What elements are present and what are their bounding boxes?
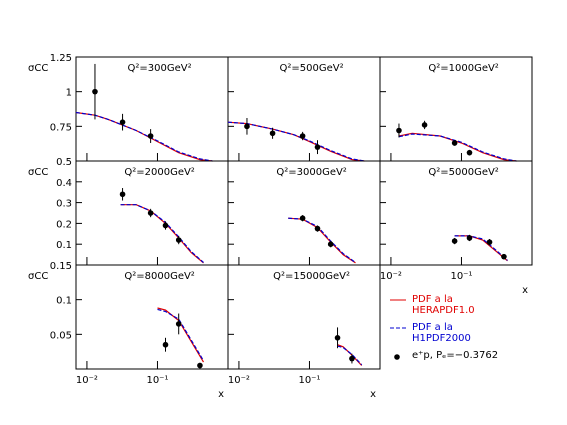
panel-frame — [379, 160, 533, 266]
panel-title: Q²=8000GeV² — [124, 271, 194, 282]
y-tick-label: 0.4 — [56, 178, 72, 189]
data-point — [486, 239, 493, 245]
data-point — [314, 225, 321, 232]
legend-marker — [394, 354, 400, 360]
pdf-curve — [398, 133, 517, 162]
data-point — [466, 235, 473, 241]
pdf-curve — [454, 235, 508, 261]
data-point — [334, 335, 341, 341]
y-tick-label: 0.5 — [56, 157, 72, 168]
panel-title: Q²=2000GeV² — [124, 167, 194, 178]
data-point — [349, 355, 355, 362]
y-axis-label: σCC — [28, 167, 48, 178]
pdf-curve — [75, 111, 213, 162]
data-point — [92, 88, 98, 95]
y-tick-label: 0.1 — [56, 240, 72, 251]
data-point — [147, 133, 154, 139]
data-point — [175, 321, 182, 327]
x-tick-label: 10⁻¹ — [298, 375, 320, 386]
x-axis-label: x — [218, 389, 224, 400]
data-point — [162, 341, 169, 348]
panel-title: Q²=3000GeV² — [276, 167, 346, 178]
y-tick-label: 0.2 — [56, 219, 72, 230]
data-point — [299, 215, 306, 221]
y-tick-label: 0.1 — [56, 296, 72, 307]
data-point — [147, 210, 154, 216]
pdf-curve — [337, 344, 363, 366]
panel-title: Q²=300GeV² — [128, 63, 192, 74]
data-point — [269, 130, 276, 137]
data-point — [396, 127, 402, 134]
panel-title: Q²=15000GeV² — [273, 271, 350, 282]
data-point — [119, 119, 126, 125]
legend-label: e⁺p, Pₑ=−0.3762 — [412, 350, 499, 361]
data-point — [197, 362, 203, 369]
y-axis-label: σCC — [28, 271, 48, 282]
panel-title: Q²=500GeV² — [280, 63, 344, 74]
x-tick-label: 10⁻¹ — [450, 271, 472, 282]
y-tick-label: 1 — [66, 88, 72, 99]
data-point — [421, 122, 428, 128]
pdf-curve — [454, 235, 508, 262]
data-point — [466, 149, 473, 156]
data-point — [327, 241, 334, 247]
pdf-curve — [337, 345, 363, 366]
data-point — [451, 140, 458, 146]
data-point — [451, 238, 458, 244]
pdf-curve — [157, 307, 205, 363]
y-tick-label: 0.15 — [50, 261, 72, 272]
data-point — [175, 237, 182, 243]
pdf-curve — [120, 204, 204, 263]
pdf-curve — [157, 308, 205, 362]
pdf-curve — [120, 204, 204, 264]
x-tick-label: 10⁻¹ — [146, 375, 168, 386]
legend-label: PDF a la H1PDF2000 — [412, 322, 471, 344]
data-point — [501, 253, 507, 260]
y-tick-label: 1.25 — [50, 53, 72, 64]
x-axis-label: x — [522, 285, 528, 296]
data-point — [119, 191, 126, 198]
data-point — [244, 123, 250, 130]
data-point — [314, 144, 321, 150]
data-point — [162, 222, 169, 229]
panel-frame — [227, 264, 381, 370]
x-tick-label: 10⁻² — [380, 271, 402, 282]
y-tick-label: 0.75 — [50, 122, 72, 133]
x-tick-label: 10⁻² — [76, 375, 98, 386]
panel-title: Q²=5000GeV² — [428, 167, 498, 178]
legend-label: PDF a la HERAPDF1.0 — [412, 294, 475, 316]
y-tick-label: 0.3 — [56, 199, 72, 210]
pdf-curve — [288, 217, 356, 264]
y-axis-label: σCC — [28, 63, 48, 74]
y-tick-label: 0.05 — [50, 330, 72, 341]
panel-title: Q²=1000GeV² — [428, 63, 498, 74]
x-tick-label: 10⁻² — [228, 375, 250, 386]
pdf-curve — [398, 132, 517, 162]
x-axis-label: x — [370, 389, 376, 400]
pdf-curve — [75, 111, 213, 162]
data-point — [299, 133, 306, 139]
